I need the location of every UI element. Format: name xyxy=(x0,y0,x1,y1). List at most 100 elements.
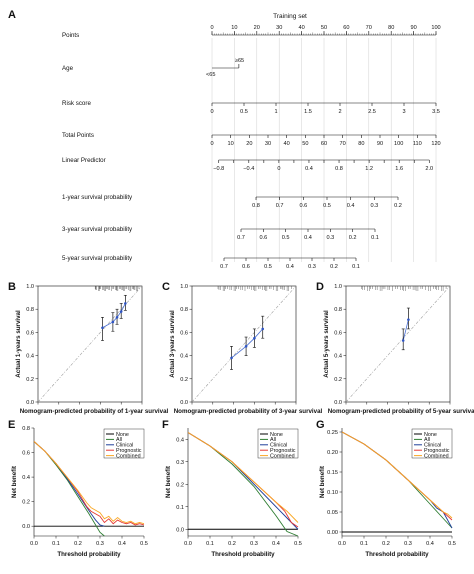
nomogram-tick-label: 0.1 xyxy=(371,235,379,241)
y-tick-label: 1.0 xyxy=(26,284,34,290)
nomogram-row-label: 1-year survival probability xyxy=(62,194,133,201)
y-axis-title: Net benefit xyxy=(165,466,172,498)
y-tick-label: 0.6 xyxy=(334,330,342,336)
x-tick-label: 0.1 xyxy=(360,541,368,547)
x-tick-label: 0.0 xyxy=(338,541,346,547)
y-tick-label: 0.4 xyxy=(26,354,34,360)
calibration-point xyxy=(261,327,265,331)
plot-frame xyxy=(37,285,143,403)
nomogram-tick-label: 100 xyxy=(431,25,440,31)
nomogram-tick-label: 0.6 xyxy=(299,203,307,209)
x-tick-label: 0.0 xyxy=(30,541,38,547)
calibration-point xyxy=(119,310,123,313)
nomogram-tick-label: 0.1 xyxy=(352,264,360,270)
nomogram-tick-label: 0.3 xyxy=(326,235,334,241)
y-axis-title: Actual 3-years survival xyxy=(169,310,176,378)
nomogram-row-label: Age xyxy=(62,65,74,72)
nomogram-tick-label: 0.7 xyxy=(237,235,245,241)
y-tick-label: 0.6 xyxy=(180,330,188,336)
nomogram-tick-label: 60 xyxy=(321,141,327,147)
nomogram-category-label: ≥65 xyxy=(235,58,244,64)
nomogram-tick-label: 0.2 xyxy=(349,235,357,241)
x-tick-label: 0.2 xyxy=(74,541,82,547)
series-line-clinical xyxy=(33,441,105,527)
nomogram-tick-label: 0.4 xyxy=(347,203,355,209)
nomogram-tick-label: 0.8 xyxy=(252,203,260,209)
y-tick-label: 0.2 xyxy=(180,377,188,383)
ideal-line xyxy=(191,285,297,403)
nomogram-tick-label: 40 xyxy=(284,141,290,147)
nomogram-tick-label: 60 xyxy=(343,25,349,31)
nomogram-tick-label: 120 xyxy=(431,141,440,147)
nomogram-tick-label: 0.7 xyxy=(220,264,228,270)
calibration-line xyxy=(231,328,264,359)
nomogram-row-label: 3-year survival probability xyxy=(62,226,133,233)
nomogram-tick-label: 110 xyxy=(413,141,422,147)
x-tick-label: 0.3 xyxy=(404,541,412,547)
calibration-point xyxy=(253,336,256,340)
x-tick-label: 0.5 xyxy=(448,541,456,547)
nomogram-tick-label: 0 xyxy=(210,25,213,31)
calibration-point xyxy=(230,356,233,360)
nomogram-tick-label: 0.3 xyxy=(370,203,378,209)
ideal-line xyxy=(345,285,451,403)
nomogram-tick-label: 90 xyxy=(377,141,383,147)
legend-label: All xyxy=(116,437,122,443)
x-axis-title: Nomogram-predicted probability of 3-year… xyxy=(174,408,323,415)
nomogram-tick-label: 0.5 xyxy=(323,203,331,209)
x-tick-label: 0.4 xyxy=(426,541,434,547)
legend-label: None xyxy=(116,432,129,438)
panel-letter-e: E xyxy=(8,419,15,431)
nomogram-tick-label: 0.4 xyxy=(305,166,313,172)
y-tick-label: 0.10 xyxy=(327,490,338,496)
y-axis-title: Net benefit xyxy=(11,466,18,498)
calibration-plot-3-year: 0.0 0.2 0.4 0.6 0.8 1.0 Nomogram-predicted pro… xyxy=(169,284,323,415)
plot-frame xyxy=(191,285,297,403)
nomogram-tick-label: 2.5 xyxy=(368,109,376,115)
y-tick-label: 0.20 xyxy=(327,450,338,456)
y-tick-label: 0.15 xyxy=(327,470,338,476)
y-tick-label: 0.6 xyxy=(26,330,34,336)
calibration-plot-5-year: 0.0 0.2 0.4 0.6 0.8 1.0 Nomogram-predicted pro… xyxy=(323,284,474,415)
y-tick-label: 0.4 xyxy=(334,354,342,360)
nomogram-tick-label: 0.7 xyxy=(276,203,284,209)
nomogram-tick-label: 0.4 xyxy=(286,264,294,270)
legend-label: Clinical xyxy=(116,443,133,449)
calibration-point xyxy=(244,345,248,348)
y-tick-label: 0.8 xyxy=(334,307,342,313)
x-tick-label: 0.1 xyxy=(206,541,214,547)
legend-label: Prognostic xyxy=(424,448,450,454)
y-tick-label: 0.1 xyxy=(176,505,184,511)
x-tick-label: 0.4 xyxy=(118,541,126,547)
y-tick-label: 0.00 xyxy=(327,530,338,536)
panel-letter-b: B xyxy=(8,281,16,293)
y-tick-label: 0.4 xyxy=(176,437,184,443)
legend-label: None xyxy=(270,432,283,438)
x-tick-label: 0.5 xyxy=(140,541,148,547)
decision-curve-f: 0.0 0.1 0.2 0.3 0.4 0.0 0.1 0.2 0.3 0.4 0.5 NoneAll… xyxy=(165,428,302,558)
x-axis-title: Threshold probability xyxy=(365,551,429,558)
y-tick-label: 0.2 xyxy=(22,500,30,506)
panel-letter-a: A xyxy=(8,9,16,21)
nomogram-tick-label: 0 xyxy=(210,109,213,115)
y-tick-label: 0.05 xyxy=(327,510,338,516)
y-tick-label: 1.0 xyxy=(334,284,342,290)
nomogram-tick-label: 0 xyxy=(210,141,213,147)
nomogram-tick-label: 10 xyxy=(231,25,237,31)
nomogram-row-label: Total Points xyxy=(62,132,94,139)
y-tick-label: 0.0 xyxy=(176,527,184,533)
y-tick-label: 0.3 xyxy=(176,460,184,466)
ideal-line xyxy=(37,285,143,403)
calibration-plot-1-year: 0.0 0.2 0.4 0.6 0.8 1.0 Nomogram-predicted pro… xyxy=(15,284,169,415)
decision-curve-g: 0.00 0.05 0.10 0.15 0.20 0.25 0.0 0.1 0.2 0.3 0.4 0… xyxy=(319,428,456,558)
legend-label: Clinical xyxy=(270,443,287,449)
panel-letter-c: C xyxy=(162,281,170,293)
calibration-point xyxy=(115,316,119,319)
y-tick-label: 0.0 xyxy=(22,524,30,530)
legend-label: Combined xyxy=(424,453,449,459)
y-tick-label: 0.4 xyxy=(180,354,188,360)
x-tick-label: 0.3 xyxy=(250,541,258,547)
nomogram-tick-label: 0.5 xyxy=(264,264,272,270)
panel-letter-d: D xyxy=(316,281,324,293)
